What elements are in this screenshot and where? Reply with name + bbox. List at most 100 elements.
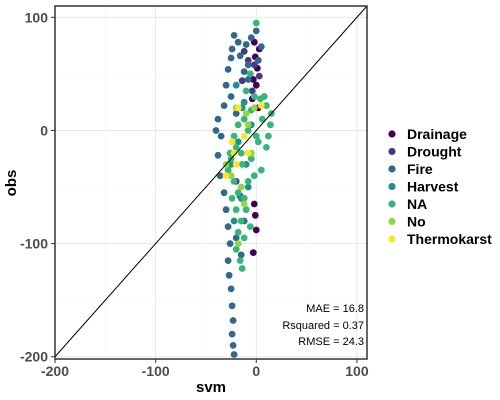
data-point (232, 234, 240, 242)
data-point (244, 178, 252, 185)
data-point (240, 98, 248, 106)
data-point (222, 81, 230, 89)
data-point (249, 249, 257, 256)
data-point (248, 87, 256, 95)
data-point (228, 138, 236, 146)
x-tick-label: 100 (345, 363, 369, 379)
data-point (237, 217, 245, 225)
data-point (244, 183, 252, 191)
data-point (252, 19, 260, 27)
data-point (234, 104, 242, 112)
data-point (247, 34, 255, 42)
data-point (234, 121, 242, 129)
data-point (228, 302, 236, 310)
data-point (244, 149, 252, 157)
data-point (252, 81, 260, 89)
data-point (252, 27, 260, 35)
data-point (240, 200, 248, 208)
legend-item-fire: Fire (388, 161, 433, 177)
stat-rmse: RMSE = 24.3 (298, 336, 364, 348)
stats-box: MAE = 16.8 Rsquared = 0.37 RMSE = 24.3 (282, 303, 364, 348)
data-point (232, 81, 240, 89)
x-tick-label: 0 (252, 363, 260, 379)
data-point (265, 132, 272, 140)
data-point (232, 245, 240, 253)
data-point (263, 144, 270, 151)
legend-key (388, 235, 396, 243)
data-point (230, 351, 238, 358)
data-point (234, 38, 242, 46)
data-point (240, 194, 248, 202)
data-point (227, 172, 235, 180)
plot-panel-border (54, 5, 368, 360)
data-point (242, 87, 250, 95)
data-point (252, 132, 260, 140)
data-point (230, 178, 238, 185)
data-point (229, 317, 237, 324)
legend-label: Thermokarst (407, 231, 492, 247)
data-point (252, 226, 260, 234)
legend-key (388, 147, 396, 156)
data-point (246, 223, 254, 231)
data-point (225, 271, 233, 279)
legend-label: Fire (407, 161, 433, 177)
y-tick-label: -100 (20, 236, 48, 252)
y-tick-label: 100 (25, 9, 49, 25)
legend-key (388, 200, 396, 208)
series-fire (212, 27, 265, 358)
stat-mae: MAE = 16.8 (306, 303, 364, 315)
data-point (216, 172, 224, 180)
data-point (238, 77, 246, 85)
data-point (227, 54, 235, 62)
y-tick-label: -200 (20, 349, 48, 365)
data-point (230, 32, 238, 39)
data-point (263, 102, 270, 109)
data-point (240, 234, 248, 242)
legend-item-harvest: Harvest (388, 179, 459, 195)
data-point (234, 189, 242, 197)
data-point (232, 206, 240, 214)
axes: -200 -100 0 100 -200 -100 0 100 (20, 9, 369, 379)
data-point (260, 93, 268, 100)
data-point (244, 127, 252, 134)
data-point (238, 265, 246, 272)
data-point (222, 206, 230, 214)
data-point (227, 285, 235, 293)
data-point (251, 211, 259, 219)
legend-item-drought: Drought (388, 144, 462, 160)
data-point (257, 102, 265, 109)
data-point (257, 43, 265, 51)
series-na (224, 19, 275, 272)
legend-label: No (407, 214, 426, 230)
legend-item-no: No (388, 214, 426, 230)
data-point (230, 217, 238, 225)
data-point (228, 330, 236, 338)
data-point (247, 155, 255, 163)
data-point (226, 240, 234, 248)
data-point (236, 257, 244, 264)
legend-key (388, 182, 396, 191)
data-points (212, 19, 275, 358)
legend-label: Drainage (407, 126, 467, 142)
y-axis-title: obs (3, 170, 20, 197)
data-point (234, 138, 242, 146)
data-point (257, 166, 265, 174)
data-point (237, 149, 245, 157)
data-point (214, 151, 222, 159)
data-point (230, 132, 238, 140)
legend-label: NA (407, 196, 427, 212)
data-point (214, 115, 222, 123)
legend-key (388, 165, 396, 173)
data-point (224, 257, 232, 264)
data-point (224, 166, 232, 174)
data-point (234, 240, 242, 248)
data-point (246, 70, 254, 78)
data-point (220, 189, 228, 197)
data-point (232, 144, 240, 151)
data-point (220, 102, 228, 109)
data-point (250, 93, 258, 100)
data-point (244, 76, 252, 83)
data-point (232, 110, 240, 117)
